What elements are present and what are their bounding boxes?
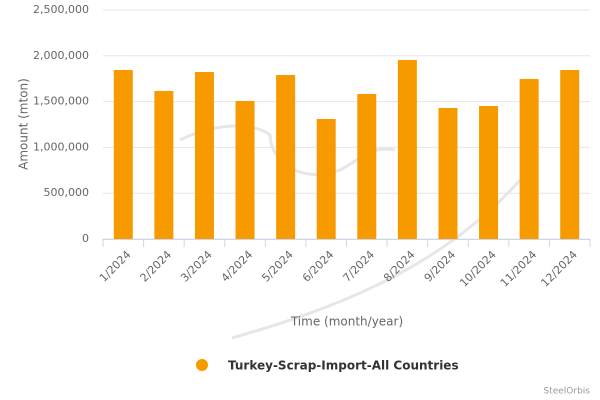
bar — [519, 78, 539, 240]
x-axis-title: Time (month/year) — [290, 315, 403, 329]
y-tick-label: 1,500,000 — [33, 95, 89, 108]
bar — [479, 105, 499, 240]
x-tick-label: 4/2024 — [219, 248, 256, 285]
bar — [316, 119, 336, 239]
bar — [276, 75, 296, 239]
y-tick-label: 0 — [82, 232, 89, 245]
x-tick-label: 11/2024 — [498, 248, 540, 290]
bar — [560, 69, 580, 239]
y-tick-label: 2,000,000 — [33, 49, 89, 62]
bar — [235, 100, 255, 239]
bar — [154, 90, 174, 240]
y-tick-label: 1,000,000 — [33, 140, 89, 153]
x-tick-label: 12/2024 — [538, 248, 580, 290]
y-tick-label: 500,000 — [44, 186, 90, 199]
legend-marker — [196, 359, 208, 371]
y-tick-label: 2,500,000 — [33, 3, 89, 16]
bar — [397, 60, 417, 240]
x-tick-label: 1/2024 — [97, 248, 134, 285]
legend-text: Turkey-Scrap-Import-All Countries — [228, 359, 459, 373]
x-tick-label: 10/2024 — [457, 248, 499, 290]
bar — [357, 93, 377, 240]
x-tick-label: 6/2024 — [300, 248, 337, 285]
y-axis-title: Amount (mton) — [17, 78, 31, 170]
x-tick-label: 3/2024 — [178, 248, 215, 285]
bar — [194, 72, 214, 239]
x-tick-label: 5/2024 — [259, 248, 296, 285]
bar — [113, 69, 133, 239]
x-tick-label: 2/2024 — [138, 248, 175, 285]
watermark — [179, 124, 522, 340]
credit: SteelOrbis — [543, 387, 590, 397]
x-tick-label: 9/2024 — [422, 248, 459, 285]
x-tick-label: 7/2024 — [340, 248, 377, 285]
bar — [438, 108, 458, 240]
